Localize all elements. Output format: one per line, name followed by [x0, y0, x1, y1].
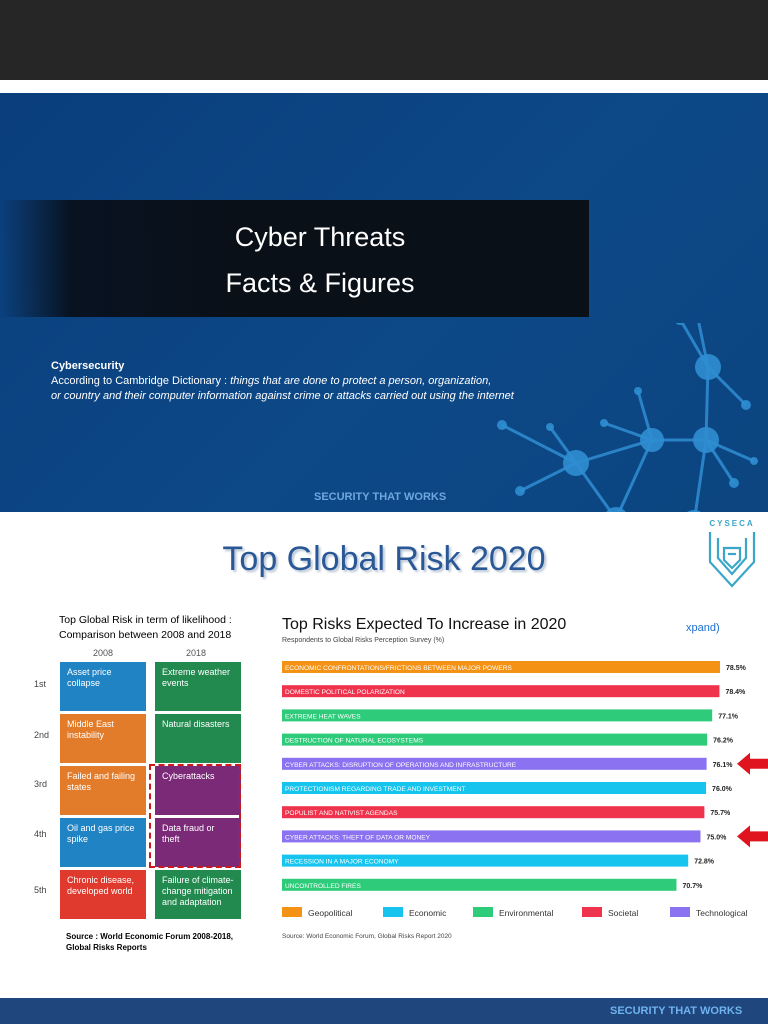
year-label-2018: 2018: [185, 648, 207, 658]
bar-category-label: POPULIST AND NATIVIST AGENDAS: [285, 810, 398, 817]
definition-heading: Cybersecurity: [51, 360, 125, 372]
highlight-arrow-icon: [737, 752, 768, 775]
risk-cell-2008-5: Chronic disease, developed world: [60, 870, 146, 919]
highlight-arrow-icon: [737, 825, 768, 848]
rank-label: 3rd: [34, 779, 48, 789]
bar-value-label: 78.4%: [725, 689, 746, 696]
definition-line1: According to Cambridge Dictionary : thin…: [51, 375, 491, 387]
bar-value-label: 72.8%: [694, 859, 715, 866]
bar-category-label: DOMESTIC POLITICAL POLARIZATION: [285, 689, 405, 696]
legend-swatch: [670, 907, 690, 917]
bar-value-label: 77.1%: [718, 713, 739, 720]
chart-bar: [282, 830, 701, 843]
cyseca-logo-icon: [708, 532, 756, 588]
legend-swatch: [282, 907, 302, 917]
definition-text-1: things that are done to protect a person…: [230, 375, 492, 387]
legend-swatch: [383, 907, 403, 917]
risk-cell-2008-4: Oil and gas price spike: [60, 818, 146, 867]
legend-label: Economic: [409, 908, 447, 918]
slide2-title: Top Global Risk 2020: [222, 540, 546, 578]
risk-cell-2018-5: Failure of climate-change mitigation and…: [155, 870, 241, 919]
bar-value-label: 70.7%: [682, 883, 703, 890]
bar-category-label: DESTRUCTION OF NATURAL ECOSYSTEMS: [285, 738, 424, 745]
legend-swatch: [473, 907, 493, 917]
chart-bar: [282, 757, 707, 770]
risk-cell-2018-3: Cyberattacks: [155, 766, 241, 815]
bar-value-label: 75.0%: [706, 834, 727, 841]
chart-xpand-text: xpand): [686, 622, 720, 634]
bar-category-label: PROTECTIONISM REGARDING TRADE AND INVEST…: [285, 786, 466, 793]
left-table-title-line1: Top Global Risk in term of likelihood :: [59, 614, 232, 626]
top-dark-bar: [0, 0, 768, 80]
bar-value-label: 76.2%: [713, 738, 734, 745]
definition-intro: According to Cambridge Dictionary :: [51, 375, 231, 387]
slide-title-line2: Facts & Figures: [225, 268, 415, 298]
tagline: SECURITY THAT WORKS: [314, 491, 447, 503]
chart-bar: [282, 685, 720, 698]
bar-category-label: CYBER ATTACKS: DISRUPTION OF OPERATIONS …: [285, 762, 517, 769]
network-graphic: [497, 323, 758, 512]
chart-bar: [282, 782, 707, 794]
risk-cell-2008-2: Middle East instability: [60, 714, 146, 763]
highlight-dashed-box: [149, 764, 241, 868]
risk-cell-2018-2: Natural disasters: [155, 714, 241, 763]
chart-bar: [282, 733, 708, 746]
bottom-tagline: SECURITY THAT WORKS: [610, 1005, 743, 1017]
chart-source: Source: World Economic Forum, Global Ris…: [282, 933, 452, 940]
chart-bar: [282, 806, 705, 819]
bar-value-label: 78.5%: [726, 665, 747, 672]
chart-bar: [282, 709, 713, 722]
legend-label: Societal: [608, 908, 638, 918]
logo-text: CYSECA: [709, 519, 755, 528]
risk-cell-2008-1: Asset price collapse: [60, 662, 146, 711]
risk-cell-2008-3: Failed and failing states: [60, 766, 146, 815]
left-table-source-line1: Source : World Economic Forum 2008-2018,: [66, 932, 234, 941]
legend-label: Geopolitical: [308, 908, 353, 918]
risk-cell-2018-1: Extreme weather events: [155, 662, 241, 711]
bar-value-label: 75.7%: [710, 810, 731, 817]
rank-label: 2nd: [34, 730, 50, 740]
bottom-bar: [0, 998, 768, 1024]
slide-cyber-threats: Cyber Threats Facts & Figures Cybersecur…: [0, 93, 768, 512]
title-box: Cyber Threats Facts & Figures: [0, 200, 589, 317]
rank-label: 4th: [34, 829, 47, 839]
bar-category-label: RECESSION IN A MAJOR ECONOMY: [285, 859, 399, 866]
chart-bar: [282, 854, 689, 867]
risk-bar-chart: ECONOMIC CONFRONTATIONS/FRICTIONS BETWEE…: [282, 661, 768, 918]
risk-cell-2018-4: Data fraud or theft: [155, 818, 241, 867]
slide-title-line1: Cyber Threats: [234, 222, 406, 252]
bar-category-label: EXTREME HEAT WAVES: [285, 713, 361, 720]
left-table-source-line2: Global Risks Reports: [66, 943, 147, 952]
bar-category-label: CYBER ATTACKS: THEFT OF DATA OR MONEY: [285, 834, 431, 841]
bar-value-label: 76.1%: [713, 762, 734, 769]
year-label-2008: 2008: [92, 648, 114, 658]
chart-bar: [282, 878, 677, 891]
bar-value-label: 76.0%: [712, 786, 733, 793]
legend-label: Environmental: [499, 908, 553, 918]
left-table-title-line2: Comparison between 2008 and 2018: [59, 629, 232, 641]
chart-bar: [282, 661, 720, 673]
legend-label: Technological: [696, 908, 748, 918]
rank-label: 1st: [34, 679, 47, 689]
bar-category-label: ECONOMIC CONFRONTATIONS/FRICTIONS BETWEE…: [285, 665, 512, 672]
chart-title: Top Risks Expected To Increase in 2020: [282, 616, 567, 633]
legend-swatch: [582, 907, 602, 917]
bar-category-label: UNCONTROLLED FIRES: [285, 883, 361, 890]
rank-label: 5th: [34, 885, 47, 895]
chart-subtitle: Respondents to Global Risks Perception S…: [282, 637, 445, 644]
definition-line2: or country and their computer informatio…: [51, 390, 514, 402]
